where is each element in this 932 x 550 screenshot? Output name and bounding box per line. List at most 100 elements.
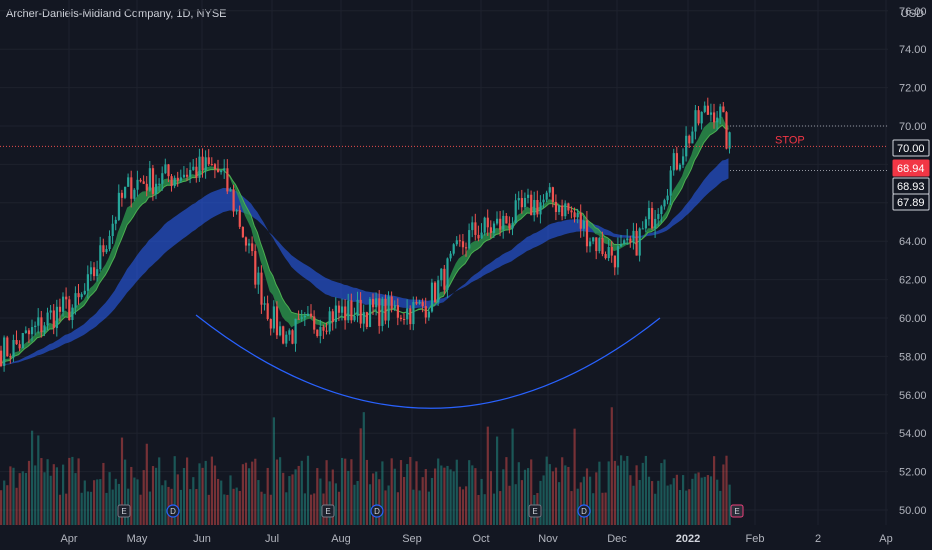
volume-bar [68, 457, 71, 525]
price-axis[interactable]: 50.00 52.00 54.00 56.00 58.00 60.00 62.00 64.00… [892, 6, 930, 517]
volume-bar [403, 476, 406, 525]
volume-bar [443, 467, 446, 525]
candle-body [722, 106, 725, 113]
volume-bar [186, 457, 189, 525]
volume-bar [40, 458, 43, 525]
volume-bar [49, 475, 52, 525]
candle-body [263, 303, 266, 305]
volume-bar [601, 492, 604, 525]
price-tag-label: 68.93 [897, 181, 925, 193]
volume-bar [52, 464, 55, 525]
volume-bar [647, 476, 651, 525]
volume-bar [136, 479, 139, 525]
volume-bar [567, 466, 570, 525]
candle-body [486, 217, 489, 228]
candle-body [657, 214, 660, 219]
candle-body [105, 249, 108, 253]
price-tag [892, 159, 930, 177]
volume-bar [204, 460, 207, 525]
volume-bar [24, 472, 27, 525]
candle-body [325, 330, 328, 332]
y-tick-label: 74.00 [899, 44, 927, 56]
candle-body [291, 330, 294, 344]
volume-bar [548, 464, 551, 525]
x-tick-label: Ap [879, 533, 892, 545]
candle-body [130, 177, 133, 199]
candle-body [251, 243, 254, 252]
candle-body [229, 189, 232, 192]
volume-bar [725, 455, 728, 525]
candle-body [319, 327, 322, 337]
volume-bar [31, 430, 34, 525]
candle-body [151, 168, 155, 194]
volume-bar [347, 470, 350, 525]
candle-body [282, 326, 285, 344]
volume-bar [93, 480, 96, 525]
dividend-marker [166, 504, 180, 518]
volume-bar [176, 474, 179, 525]
volume-bar [709, 476, 713, 525]
event-label: E [121, 507, 126, 516]
earnings-marker [117, 504, 131, 518]
candle-body [604, 254, 607, 259]
candle-body [678, 164, 682, 170]
price-tag-label: 70.00 [897, 143, 925, 155]
volume-bar [15, 487, 18, 525]
candle-body [3, 337, 6, 366]
candle-body [393, 305, 396, 309]
candle-body [244, 237, 248, 246]
candle-body [89, 267, 93, 275]
volume-bar [89, 491, 93, 525]
candle-body [52, 310, 55, 329]
candle-body [424, 306, 427, 318]
volume-bar [492, 493, 496, 525]
volume-bar [412, 489, 415, 525]
volume-bar [703, 476, 706, 525]
candle-body [579, 213, 582, 229]
candle-body [155, 183, 158, 194]
volume-bar [558, 482, 561, 525]
candle-body [279, 326, 282, 336]
candle-body [697, 110, 700, 124]
candle-body [71, 307, 74, 321]
candle-body [430, 282, 434, 312]
candle-body [418, 301, 421, 304]
volume-bar [421, 477, 424, 525]
volume-bar [514, 484, 517, 525]
volume-bar [102, 462, 105, 525]
volume-bars [0, 407, 731, 525]
volume-bar [9, 466, 12, 525]
candle-body [201, 156, 204, 171]
volume-bar [300, 460, 303, 525]
y-tick-label: 60.00 [899, 313, 927, 325]
candle-body [654, 218, 657, 229]
volume-bar [378, 479, 381, 525]
candle-body [86, 274, 89, 291]
volume-bar [77, 458, 80, 525]
volume-bar [706, 475, 709, 525]
candle-body [666, 195, 669, 201]
volume-bar [130, 466, 133, 525]
volume-bar [666, 485, 669, 525]
candle-body [337, 305, 341, 313]
candle-body [120, 192, 124, 198]
volume-bar [561, 457, 564, 525]
y-tick-label: 64.00 [899, 236, 927, 248]
candle-body [303, 315, 306, 318]
volume-bar [71, 456, 74, 525]
time-axis[interactable]: Apr May Jun Jul Aug Sep Oct Nov Dec 2022 Feb 2 Ap [60, 533, 892, 545]
candle-body [238, 210, 241, 227]
volume-bar [375, 471, 378, 525]
volume-bar [3, 480, 6, 525]
volume-bar [238, 490, 241, 525]
volume-bar [424, 469, 427, 525]
candle-body [58, 306, 62, 312]
volume-bar [542, 475, 545, 525]
volume-bar [223, 494, 226, 525]
y-tick-label: 72.00 [899, 83, 927, 95]
x-tick-label: Sep [402, 533, 422, 545]
volume-bar [474, 468, 477, 525]
volume-bar [607, 461, 610, 525]
